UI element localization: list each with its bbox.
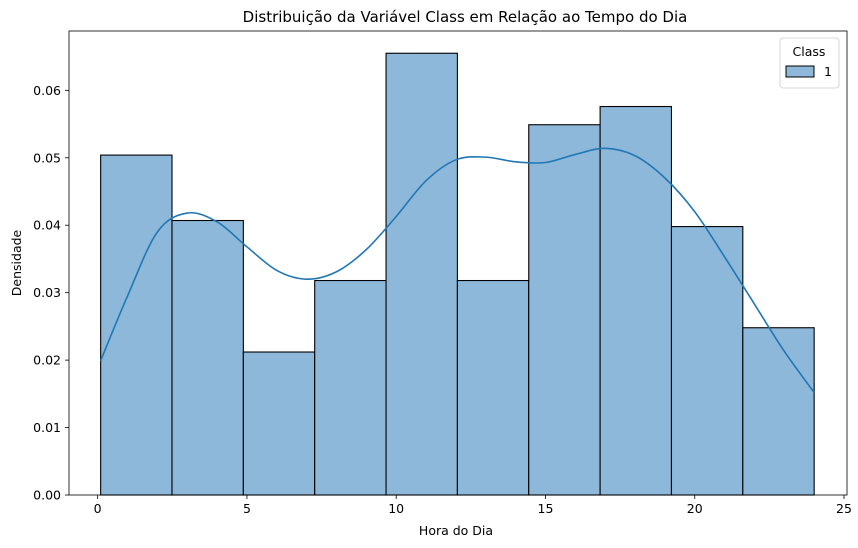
histogram-bar-2 — [171, 219, 244, 496]
legend-title: Class — [793, 44, 826, 59]
legend-label: 1 — [824, 64, 832, 79]
kde-line — [99, 147, 815, 393]
y-tick-label: 0.00 — [33, 488, 61, 503]
x-axis: 0 5 10 15 20 25 — [94, 495, 852, 516]
x-axis-label: Hora do Dia — [419, 523, 493, 538]
y-tick-label: 0.02 — [33, 353, 61, 368]
x-tick-label: 25 — [836, 501, 852, 516]
x-tick-label: 10 — [388, 501, 404, 516]
legend: Class 1 — [779, 37, 840, 89]
y-tick-label: 0.04 — [33, 218, 61, 233]
y-axis: 0.00 0.01 0.02 0.03 0.04 0.05 0.06 — [33, 83, 69, 503]
histogram-bar-7 — [528, 124, 601, 496]
histogram-bar-3 — [242, 351, 316, 496]
y-axis-label: Densidade — [9, 229, 24, 296]
plot-frame — [68, 30, 848, 496]
y-tick-label: 0.03 — [33, 285, 61, 300]
histogram-bar-8 — [599, 105, 673, 496]
histogram-bar-4 — [314, 279, 387, 496]
y-tick-label: 0.05 — [33, 150, 61, 165]
histogram-bar-1 — [100, 154, 173, 496]
x-tick-label: 15 — [538, 501, 554, 516]
legend-swatch — [785, 65, 815, 78]
histogram-bar-9 — [670, 226, 744, 496]
chart-title: Distribuição da Variável Class em Relaçã… — [243, 8, 688, 26]
histogram-bar-5 — [385, 52, 458, 496]
histogram-bar-6 — [456, 279, 530, 496]
y-tick-label: 0.01 — [33, 420, 61, 435]
x-tick-label: 20 — [687, 501, 703, 516]
x-tick-label: 0 — [94, 501, 102, 516]
y-tick-label: 0.06 — [33, 83, 61, 98]
x-tick-label: 5 — [243, 501, 251, 516]
bars — [100, 52, 815, 496]
histogram-bar-10 — [742, 327, 815, 496]
